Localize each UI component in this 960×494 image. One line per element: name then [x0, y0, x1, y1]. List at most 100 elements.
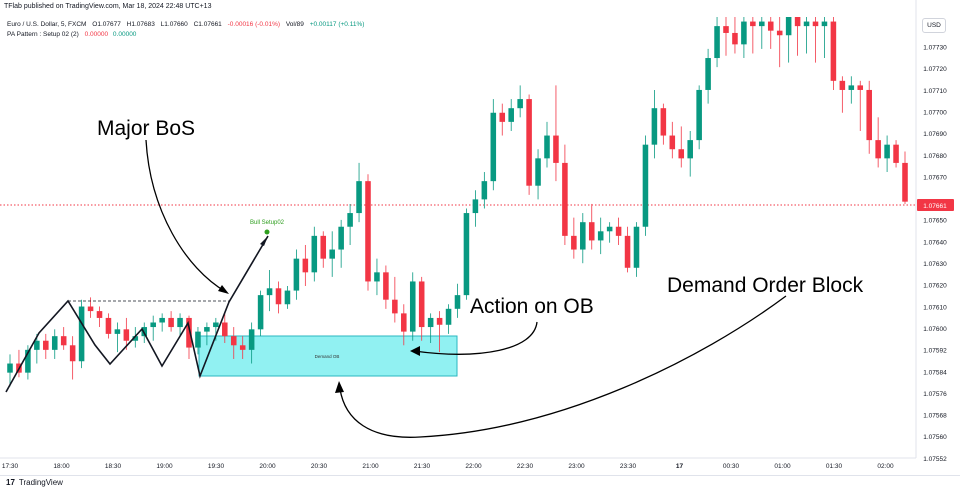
candle[interactable]	[78, 299, 85, 369]
candle[interactable]	[714, 17, 720, 68]
candle[interactable]	[463, 208, 470, 300]
candle[interactable]	[114, 322, 121, 353]
candle[interactable]	[785, 17, 792, 63]
candle[interactable]	[759, 17, 765, 49]
candle[interactable]	[902, 151, 908, 204]
demand-order-block-zone[interactable]	[198, 335, 458, 377]
candle[interactable]	[436, 311, 443, 353]
price-axis[interactable]: 1.07730 1.07720 1.07710 1.07700 1.07690 1.076…	[923, 45, 947, 463]
candle[interactable]	[177, 313, 183, 337]
candle[interactable]	[526, 94, 532, 195]
candle[interactable]	[723, 17, 729, 56]
candle[interactable]	[168, 311, 174, 332]
candle[interactable]	[660, 103, 667, 145]
candle[interactable]	[418, 276, 425, 341]
candle[interactable]	[741, 17, 747, 59]
candle[interactable]	[266, 270, 273, 312]
candle[interactable]	[239, 336, 246, 359]
candle[interactable]	[857, 80, 864, 131]
candle[interactable]	[284, 286, 291, 309]
candle[interactable]	[257, 290, 264, 337]
bull-setup-marker[interactable]	[264, 229, 270, 235]
candle[interactable]	[356, 162, 362, 223]
candle[interactable]	[43, 333, 49, 359]
candle[interactable]	[893, 140, 899, 168]
candle[interactable]	[51, 329, 58, 359]
candle[interactable]	[195, 327, 201, 355]
candle[interactable]	[848, 76, 855, 104]
candle[interactable]	[705, 48, 711, 104]
candle[interactable]	[803, 17, 810, 54]
candle[interactable]	[642, 135, 649, 236]
candle[interactable]	[794, 17, 801, 56]
candle[interactable]	[776, 17, 783, 68]
candle[interactable]	[472, 190, 479, 227]
candle[interactable]	[383, 265, 389, 309]
candle[interactable]	[830, 17, 837, 90]
candle[interactable]	[87, 297, 94, 318]
candle[interactable]	[651, 89, 658, 159]
candle[interactable]	[150, 315, 156, 341]
candle[interactable]	[553, 85, 559, 182]
candle[interactable]	[320, 231, 327, 268]
candle[interactable]	[60, 327, 67, 350]
candle[interactable]	[347, 203, 353, 245]
candle[interactable]	[687, 130, 693, 177]
candle[interactable]	[454, 283, 461, 318]
candle[interactable]	[409, 272, 416, 341]
candle[interactable]	[427, 313, 434, 344]
candle[interactable]	[696, 85, 702, 150]
currency-button[interactable]: USD	[922, 18, 946, 33]
candle[interactable]	[597, 217, 604, 255]
candle[interactable]	[562, 144, 568, 245]
candle[interactable]	[445, 304, 452, 334]
candle[interactable]	[186, 315, 192, 359]
candle[interactable]	[365, 174, 371, 291]
candle[interactable]	[821, 17, 828, 59]
candle[interactable]	[499, 103, 506, 136]
candle[interactable]	[7, 354, 13, 387]
candle[interactable]	[606, 222, 613, 243]
footer-brand[interactable]: 17 TradingView	[6, 478, 63, 487]
candle[interactable]	[293, 249, 300, 300]
candle[interactable]	[588, 203, 595, 250]
candle[interactable]	[374, 258, 380, 296]
candle[interactable]	[338, 219, 344, 268]
candle[interactable]	[750, 17, 756, 54]
candle[interactable]	[535, 149, 541, 200]
candle[interactable]	[544, 121, 550, 168]
candle[interactable]	[839, 76, 846, 113]
candle[interactable]	[105, 313, 112, 339]
candle[interactable]	[812, 17, 819, 63]
candle[interactable]	[25, 345, 31, 380]
candle[interactable]	[481, 172, 488, 209]
candle[interactable]	[34, 333, 40, 364]
candle[interactable]	[633, 222, 640, 277]
candle[interactable]	[329, 231, 335, 277]
candle[interactable]	[248, 322, 255, 364]
candle[interactable]	[571, 217, 577, 259]
symbol-name[interactable]: Euro / U.S. Dollar, 5, FXCM	[7, 21, 87, 28]
candle[interactable]	[392, 276, 398, 323]
candle[interactable]	[401, 304, 407, 346]
candle[interactable]	[490, 99, 497, 191]
candle[interactable]	[624, 226, 631, 273]
candle[interactable]	[159, 313, 165, 332]
indicator-legend[interactable]: PA Pattern : Setup 02 (2) 0.00000 0.0000…	[7, 31, 136, 38]
candle[interactable]	[732, 17, 738, 54]
candle[interactable]	[508, 99, 514, 131]
candle[interactable]	[615, 217, 622, 245]
candle[interactable]	[580, 213, 586, 264]
candle[interactable]	[884, 135, 890, 173]
candle[interactable]	[230, 327, 237, 359]
candle[interactable]	[222, 313, 228, 344]
candle[interactable]	[767, 17, 774, 49]
candle[interactable]	[204, 322, 210, 346]
candle[interactable]	[866, 80, 872, 154]
candle[interactable]	[678, 126, 685, 168]
time-axis[interactable]: 17:30 18:00 18:30 19:00 19:30 20:00 20:30 21:00…	[2, 463, 894, 470]
candle[interactable]	[96, 306, 103, 328]
candle[interactable]	[123, 317, 130, 350]
candle[interactable]	[275, 281, 282, 314]
